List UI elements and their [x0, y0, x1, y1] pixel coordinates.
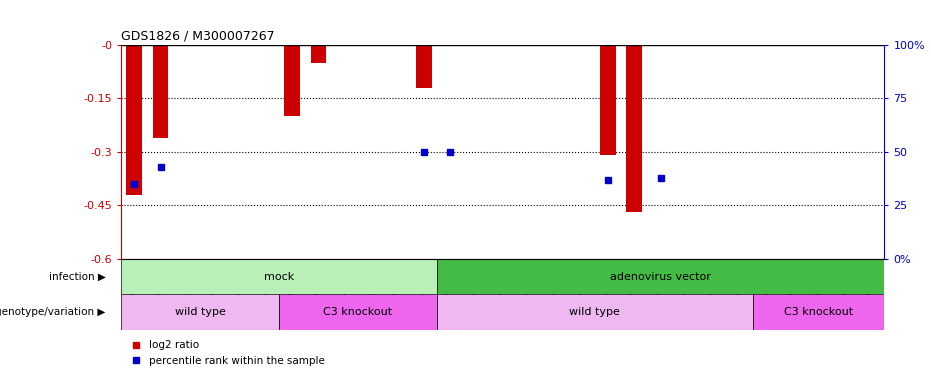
Bar [121, 294, 279, 330]
Bar [627, 45, 642, 212]
Text: wild type: wild type [175, 307, 225, 317]
Bar [437, 294, 753, 330]
Text: GDS1826 / M300007267: GDS1826 / M300007267 [121, 30, 275, 42]
Text: mock: mock [263, 272, 294, 282]
Text: genotype/variation ▶: genotype/variation ▶ [0, 307, 106, 317]
Bar [416, 45, 432, 88]
Bar [153, 45, 169, 138]
Bar [279, 294, 437, 330]
Bar [600, 45, 616, 155]
Bar [311, 45, 327, 63]
Bar [127, 45, 142, 195]
Bar [753, 294, 884, 330]
Text: wild type: wild type [570, 307, 620, 317]
Legend: log2 ratio, percentile rank within the sample: log2 ratio, percentile rank within the s… [127, 336, 330, 370]
Text: adenovirus vector: adenovirus vector [610, 272, 711, 282]
Text: infection ▶: infection ▶ [49, 272, 106, 282]
Bar [121, 259, 437, 294]
Bar [284, 45, 300, 116]
Bar [437, 259, 884, 294]
Text: C3 knockout: C3 knockout [784, 307, 853, 317]
Text: C3 knockout: C3 knockout [323, 307, 393, 317]
